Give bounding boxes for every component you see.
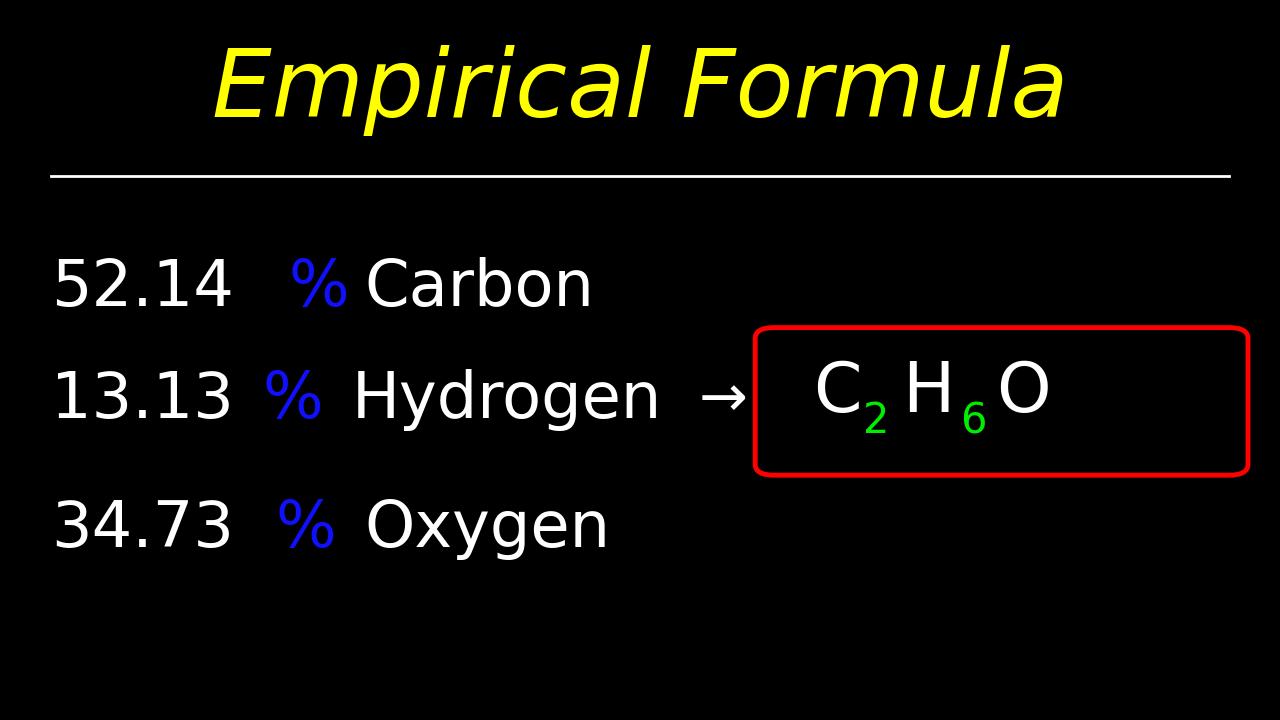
FancyBboxPatch shape	[755, 328, 1248, 475]
Text: O: O	[996, 359, 1051, 426]
Text: 2: 2	[863, 400, 890, 442]
Text: 34.73: 34.73	[51, 498, 234, 560]
Text: Carbon: Carbon	[365, 257, 595, 319]
Text: Oxygen: Oxygen	[365, 498, 611, 560]
Text: %: %	[288, 257, 348, 319]
Text: %: %	[275, 498, 335, 560]
Text: H: H	[902, 359, 955, 426]
Text: 6: 6	[960, 400, 987, 442]
Text: →: →	[699, 371, 748, 428]
Text: 52.14: 52.14	[51, 257, 234, 319]
Text: Empirical Formula: Empirical Formula	[211, 45, 1069, 135]
Text: 13.13: 13.13	[51, 369, 234, 431]
Text: %: %	[262, 369, 323, 431]
Text: C: C	[813, 359, 861, 426]
Text: Hydrogen: Hydrogen	[352, 369, 662, 431]
